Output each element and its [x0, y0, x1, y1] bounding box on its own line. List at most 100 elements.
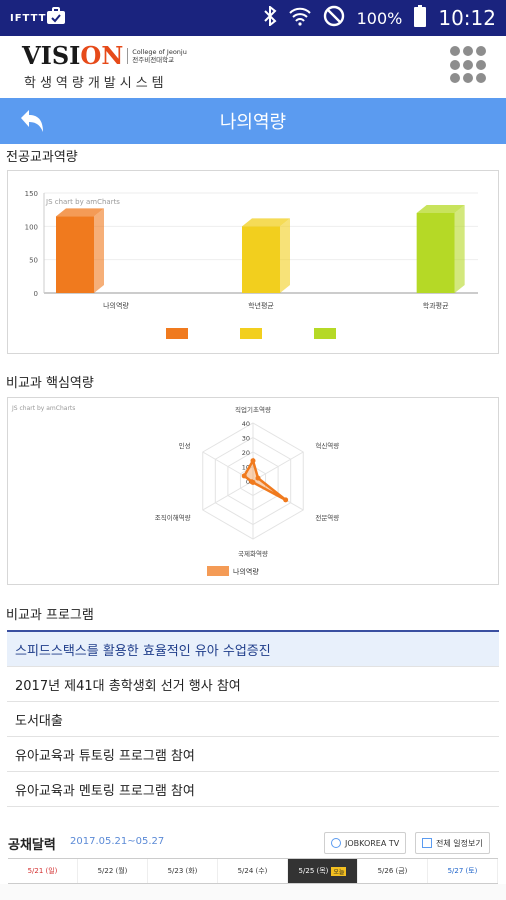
- menu-dot: [463, 46, 473, 56]
- legend-swatch: [314, 328, 336, 339]
- legend-label: 나의역량: [233, 567, 259, 576]
- y-tick-label: 100: [25, 223, 38, 231]
- ifttt-icon: IFTTT: [10, 12, 47, 24]
- legend-swatch: [240, 328, 262, 339]
- jobkorea-tv-button[interactable]: JOBKOREA TV: [324, 832, 407, 854]
- radar-axis-label: 전문역량: [315, 513, 339, 522]
- battery-icon: [414, 5, 427, 31]
- logo-college-en: College of Jeonju: [132, 48, 187, 56]
- bar-side: [280, 218, 290, 293]
- radar-point: [249, 479, 255, 485]
- page-title: 나의역량: [219, 112, 287, 133]
- x-tick-label: 학년평균: [248, 301, 274, 310]
- week-day-bar: 5/21 (일) 5/22 (월) 5/23 (화) 5/24 (수) 5/25 (목)…: [8, 858, 498, 884]
- day-label: 5/21 (일): [27, 867, 58, 875]
- logo-main-text: VISI: [22, 41, 81, 70]
- bar-top: [242, 218, 290, 227]
- menu-dot: [463, 59, 473, 70]
- wifi-icon: [288, 6, 311, 30]
- logo-accent-text: ON: [80, 41, 124, 70]
- job-calendar-title: 공채달력: [8, 838, 56, 853]
- menu-dot: [450, 59, 460, 70]
- day-label: 5/27 (토): [447, 867, 478, 875]
- program-item[interactable]: 스피드스택스를 활용한 효율적인 유아 수업증진: [7, 632, 499, 667]
- all-schedule-label: 전체 일정보기: [436, 838, 483, 848]
- radar-axis-label: 조직이해역량: [155, 513, 191, 522]
- briefcase-icon: [46, 7, 66, 29]
- app-header: VISION College of Jeonju 전주비전대학교 학생역량개발시…: [0, 36, 506, 98]
- day-label: 5/22 (월): [97, 867, 128, 875]
- radar-axis-label: 혁신역량: [315, 441, 339, 450]
- app-menu-grid-icon[interactable]: [450, 46, 488, 84]
- job-calendar-range: 2017.05.21~05.27: [70, 836, 165, 847]
- x-tick-label: 학과평균: [423, 301, 449, 310]
- program-item[interactable]: 유아교육과 멘토링 프로그램 참여: [7, 772, 499, 807]
- program-item[interactable]: 도서대출: [7, 702, 499, 737]
- bar-나의역량: [56, 208, 104, 293]
- day-label: 5/25 (목): [298, 867, 329, 875]
- logo-college-kr: 전주비전대학교: [132, 56, 175, 64]
- bar-front: [242, 226, 280, 293]
- radar-spoke: [252, 451, 304, 482]
- program-item[interactable]: 유아교육과 튜토링 프로그램 참여: [7, 737, 499, 772]
- day-tab[interactable]: 5/22 (월): [78, 859, 148, 883]
- today-badge: 오늘: [331, 866, 347, 876]
- bar-chart-card: JS chart by amCharts 0 50 100 150 나의역량 학년평균 학과평…: [7, 170, 499, 354]
- radar-axis-label: 인성: [179, 441, 191, 450]
- status-bar: IFTTT 100% 10:12: [0, 0, 506, 36]
- legend-swatch: [207, 566, 229, 576]
- job-calendar-header: 공채달력 2017.05.21~05.27 JOBKOREA TV 전체 일정보…: [0, 830, 506, 856]
- radar-point: [250, 458, 256, 464]
- legend-swatch: [166, 328, 188, 339]
- system-name: 학생역량개발시스템: [24, 76, 168, 91]
- radar-point: [283, 497, 289, 503]
- day-tab[interactable]: 5/23 (화): [148, 859, 218, 883]
- menu-dot: [476, 73, 486, 84]
- menu-dot: [476, 59, 486, 70]
- menu-dot: [450, 73, 460, 84]
- bar-front: [416, 213, 455, 293]
- programs-heading: 비교과 프로그램: [6, 608, 94, 623]
- do-not-disturb-icon: [323, 5, 345, 31]
- menu-dot: [476, 46, 486, 56]
- battery-percent: 100%: [356, 8, 403, 28]
- y-tick-label: 50: [29, 257, 38, 265]
- y-tick-label: 0: [34, 290, 38, 298]
- program-item[interactable]: 2017년 제41대 총학생회 선거 행사 참여: [7, 667, 499, 702]
- x-tick-label: 나의역량: [103, 301, 129, 310]
- radar-point: [255, 475, 261, 481]
- bar-side: [94, 208, 104, 293]
- chart-credit: JS chart by amCharts: [45, 198, 120, 206]
- clock: 10:12: [438, 6, 496, 30]
- bar-학과평균: [416, 205, 465, 293]
- all-schedule-button[interactable]: 전체 일정보기: [415, 832, 490, 854]
- bar-chart: JS chart by amCharts 0 50 100 150 나의역량 학년평균 학과평…: [25, 190, 478, 339]
- radar-spoke: [202, 480, 254, 511]
- chart-credit: JS chart by amCharts: [11, 405, 75, 412]
- logo-college-text: College of Jeonju 전주비전대학교: [127, 48, 187, 64]
- logo-wordmark: VISION: [22, 44, 123, 68]
- day-tab[interactable]: 5/26 (금): [358, 859, 428, 883]
- play-icon: [331, 838, 341, 848]
- college-logo[interactable]: VISION College of Jeonju 전주비전대학교: [22, 44, 187, 68]
- calendar-icon: [422, 838, 432, 848]
- radar-tick-label: 10: [242, 464, 250, 472]
- bar-학년평균: [242, 218, 290, 293]
- day-label: 5/26 (금): [377, 867, 408, 875]
- radar-chart-card: JS chart by amCharts 직업기초역량 혁신역량 전문역량 국제화역량 조…: [7, 397, 499, 585]
- day-tab[interactable]: 5/24 (수): [218, 859, 288, 883]
- radar-tick-label: 0: [246, 478, 250, 486]
- bar-top: [56, 208, 104, 217]
- radar-tick-label: 30: [242, 435, 250, 443]
- day-label: 5/23 (화): [167, 867, 198, 875]
- menu-dot: [450, 46, 460, 56]
- day-tab[interactable]: 5/27 (토): [428, 859, 498, 883]
- program-list: 스피드스택스를 활용한 효율적인 유아 수업증진 2017년 제41대 총학생회 …: [7, 630, 499, 807]
- page-title-bar: 나의역량: [0, 98, 506, 144]
- major-competency-heading: 전공교과역량: [6, 150, 78, 165]
- day-tab[interactable]: 5/25 (목) 오늘: [288, 859, 358, 883]
- back-arrow-icon[interactable]: [18, 108, 46, 134]
- y-tick-label: 150: [25, 190, 38, 198]
- day-tab[interactable]: 5/21 (일): [8, 859, 78, 883]
